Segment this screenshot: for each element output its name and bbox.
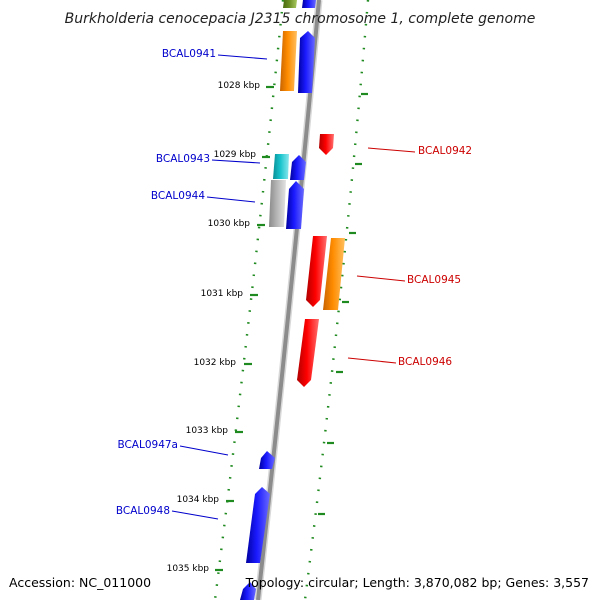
ruler-label: 1035 kbp [167, 564, 210, 574]
gene-bar-bcal0945 [323, 238, 345, 310]
gene-bar-bcal0942 [319, 134, 334, 155]
gene-bar-bcal0944 [269, 180, 286, 227]
gene-bar-bcal0947a [259, 451, 275, 469]
ruler-label: 1029 kbp [214, 150, 257, 160]
gene-bar-blue-1035 [240, 582, 256, 600]
gene-bar-partial-olive [283, 0, 297, 8]
gene-bar-blue-1030 [286, 181, 304, 229]
gene-label-bcal0947a[interactable]: BCAL0947a [117, 439, 178, 451]
gene-bar-bcal0943 [273, 154, 289, 179]
tick-track-right [303, 0, 370, 600]
ruler-label: 1033 kbp [186, 426, 229, 436]
gene-leader-lines [171, 54, 416, 520]
genome-summary-text: Topology: circular; Length: 3,870,082 bp… [245, 575, 589, 590]
gene-bar-partial-blue [302, 0, 316, 8]
gene-bar-red-1030 [306, 236, 327, 307]
gene-label-bcal0945[interactable]: BCAL0945 [407, 274, 461, 286]
ruler-label: 1031 kbp [201, 289, 244, 299]
gene-label-bcal0946[interactable]: BCAL0946 [398, 356, 452, 368]
gene-bar-bcal0948 [246, 487, 270, 563]
gene-bar-orange-1027 [280, 31, 297, 91]
gene-bar-bcal0946 [297, 319, 319, 387]
ruler-major-ticks [215, 85, 368, 572]
ruler-label: 1030 kbp [208, 219, 251, 229]
tick-track-left [213, 0, 285, 600]
gene-label-bcal0943[interactable]: BCAL0943 [156, 153, 210, 165]
ruler-label: 1028 kbp [218, 81, 261, 91]
map-title: Burkholderia cenocepacia J2315 chromosom… [65, 11, 536, 27]
ruler-label: 1034 kbp [177, 495, 220, 505]
gene-label-bcal0948[interactable]: BCAL0948 [116, 505, 170, 517]
gene-label-bcal0941[interactable]: BCAL0941 [162, 48, 216, 60]
gene-label-bcal0942[interactable]: BCAL0942 [418, 145, 472, 157]
ruler-label: 1032 kbp [194, 358, 237, 368]
gene-bar-blue-1029 [290, 155, 306, 180]
gene-bar-bcal0941 [298, 31, 315, 93]
gene-label-bcal0944[interactable]: BCAL0944 [151, 190, 205, 202]
accession-text: Accession: NC_011000 [9, 575, 151, 590]
